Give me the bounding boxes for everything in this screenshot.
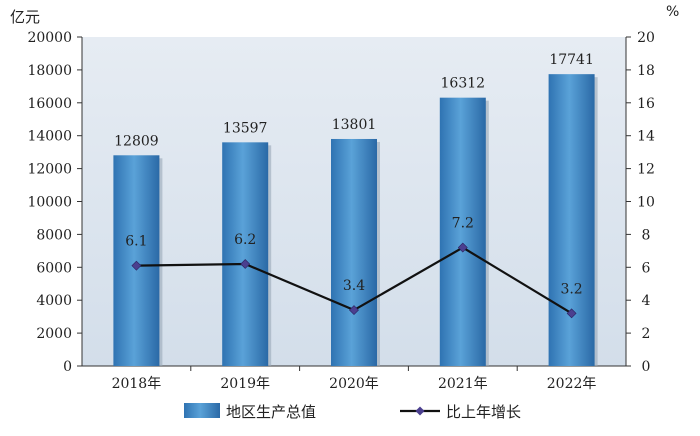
legend-bar-label: 地区生产总值 (226, 403, 316, 421)
right-tick-label: 6 (642, 260, 651, 276)
right-axis-unit: % (666, 4, 680, 20)
right-tick-label: 8 (642, 227, 651, 243)
line-point-marker (240, 259, 251, 269)
bar-value-label: 13597 (223, 120, 268, 136)
right-tick-label: 0 (642, 359, 651, 375)
line-value-label: 3.2 (560, 281, 582, 297)
left-tick-label: 12000 (27, 162, 72, 178)
left-tick-label: 16000 (27, 96, 72, 112)
left-tick-label: 6000 (36, 260, 72, 276)
bar (439, 97, 486, 366)
bar-value-label: 12809 (114, 133, 159, 149)
x-tick-label: 2019年 (220, 376, 270, 392)
line-value-label: 6.2 (234, 232, 256, 248)
legend-line-marker (415, 406, 425, 416)
left-tick-label: 20000 (27, 30, 72, 46)
right-tick-label: 2 (642, 326, 651, 342)
x-tick-label: 2020年 (329, 376, 379, 392)
left-axis-unit: 亿元 (10, 8, 41, 26)
right-tick-label: 14 (637, 129, 655, 145)
line-value-label: 6.1 (125, 234, 147, 250)
legend-line-label: 比上年增长 (446, 403, 521, 421)
line-point-marker (349, 305, 359, 315)
x-tick-label: 2022年 (547, 376, 597, 392)
left-tick-label: 10000 (27, 195, 72, 211)
x-tick-label: 2021年 (438, 376, 488, 392)
bar-value-label: 17741 (549, 52, 594, 68)
bar (222, 142, 269, 366)
legend-bar-swatch (184, 403, 220, 418)
bar-value-label: 13801 (332, 117, 377, 133)
right-tick-label: 10 (637, 195, 655, 211)
left-tick-label: 2000 (36, 326, 72, 342)
bar (331, 138, 377, 366)
left-tick-label: 0 (63, 359, 72, 375)
right-tick-label: 18 (637, 63, 655, 79)
left-tick-label: 14000 (27, 129, 72, 145)
left-tick-label: 18000 (27, 63, 72, 79)
x-tick-label: 2018年 (112, 376, 162, 392)
bar-value-label: 16312 (441, 76, 486, 92)
left-tick-label: 4000 (36, 293, 72, 309)
bar (113, 155, 160, 366)
line-value-label: 3.4 (343, 278, 365, 294)
line-value-label: 7.2 (452, 216, 474, 232)
bar (548, 74, 595, 366)
right-tick-label: 4 (642, 293, 651, 309)
line-point-marker (566, 308, 577, 319)
line-point-marker (457, 242, 468, 253)
right-tick-label: 16 (637, 96, 655, 112)
right-tick-label: 20 (637, 30, 655, 46)
line-point-marker (131, 260, 142, 271)
right-tick-label: 12 (637, 162, 655, 178)
left-tick-label: 8000 (36, 227, 72, 243)
